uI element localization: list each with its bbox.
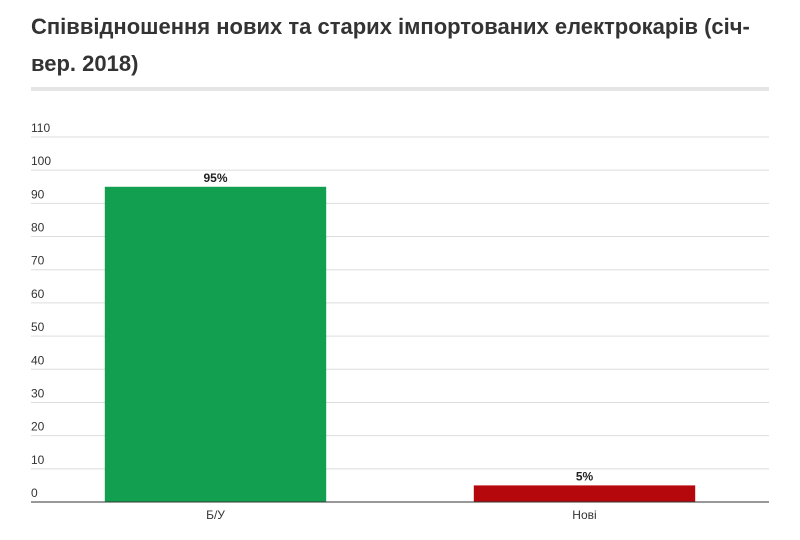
title-divider [31, 87, 769, 91]
bars [104, 186, 696, 503]
y-tick-label: 0 [31, 486, 38, 500]
x-tick-label: Нові [572, 508, 596, 522]
y-tick-label: 40 [31, 353, 45, 367]
y-tick-label: 70 [31, 254, 45, 268]
chart-title: Співвідношення нових та старих імпортова… [31, 14, 750, 76]
y-tick-label: 60 [31, 287, 45, 301]
y-tick-label: 20 [31, 420, 45, 434]
bar-new [473, 485, 696, 502]
y-tick-label: 80 [31, 221, 45, 235]
x-tick-label: Б/У [206, 508, 225, 522]
y-tick-label: 10 [31, 453, 45, 467]
y-tick-label: 30 [31, 386, 45, 400]
data-labels: 95% 5% [203, 171, 593, 484]
y-axis-ticks: 0 10 20 30 40 50 60 70 80 90 100 110 [31, 121, 51, 500]
bar-used [104, 186, 327, 503]
y-tick-label: 110 [31, 121, 50, 135]
x-axis-ticks: Б/У Нові [206, 508, 597, 522]
y-tick-label: 90 [31, 187, 45, 201]
data-label: 5% [576, 469, 594, 483]
data-label: 95% [203, 171, 227, 185]
y-tick-label: 100 [31, 154, 51, 168]
y-tick-label: 50 [31, 320, 45, 334]
